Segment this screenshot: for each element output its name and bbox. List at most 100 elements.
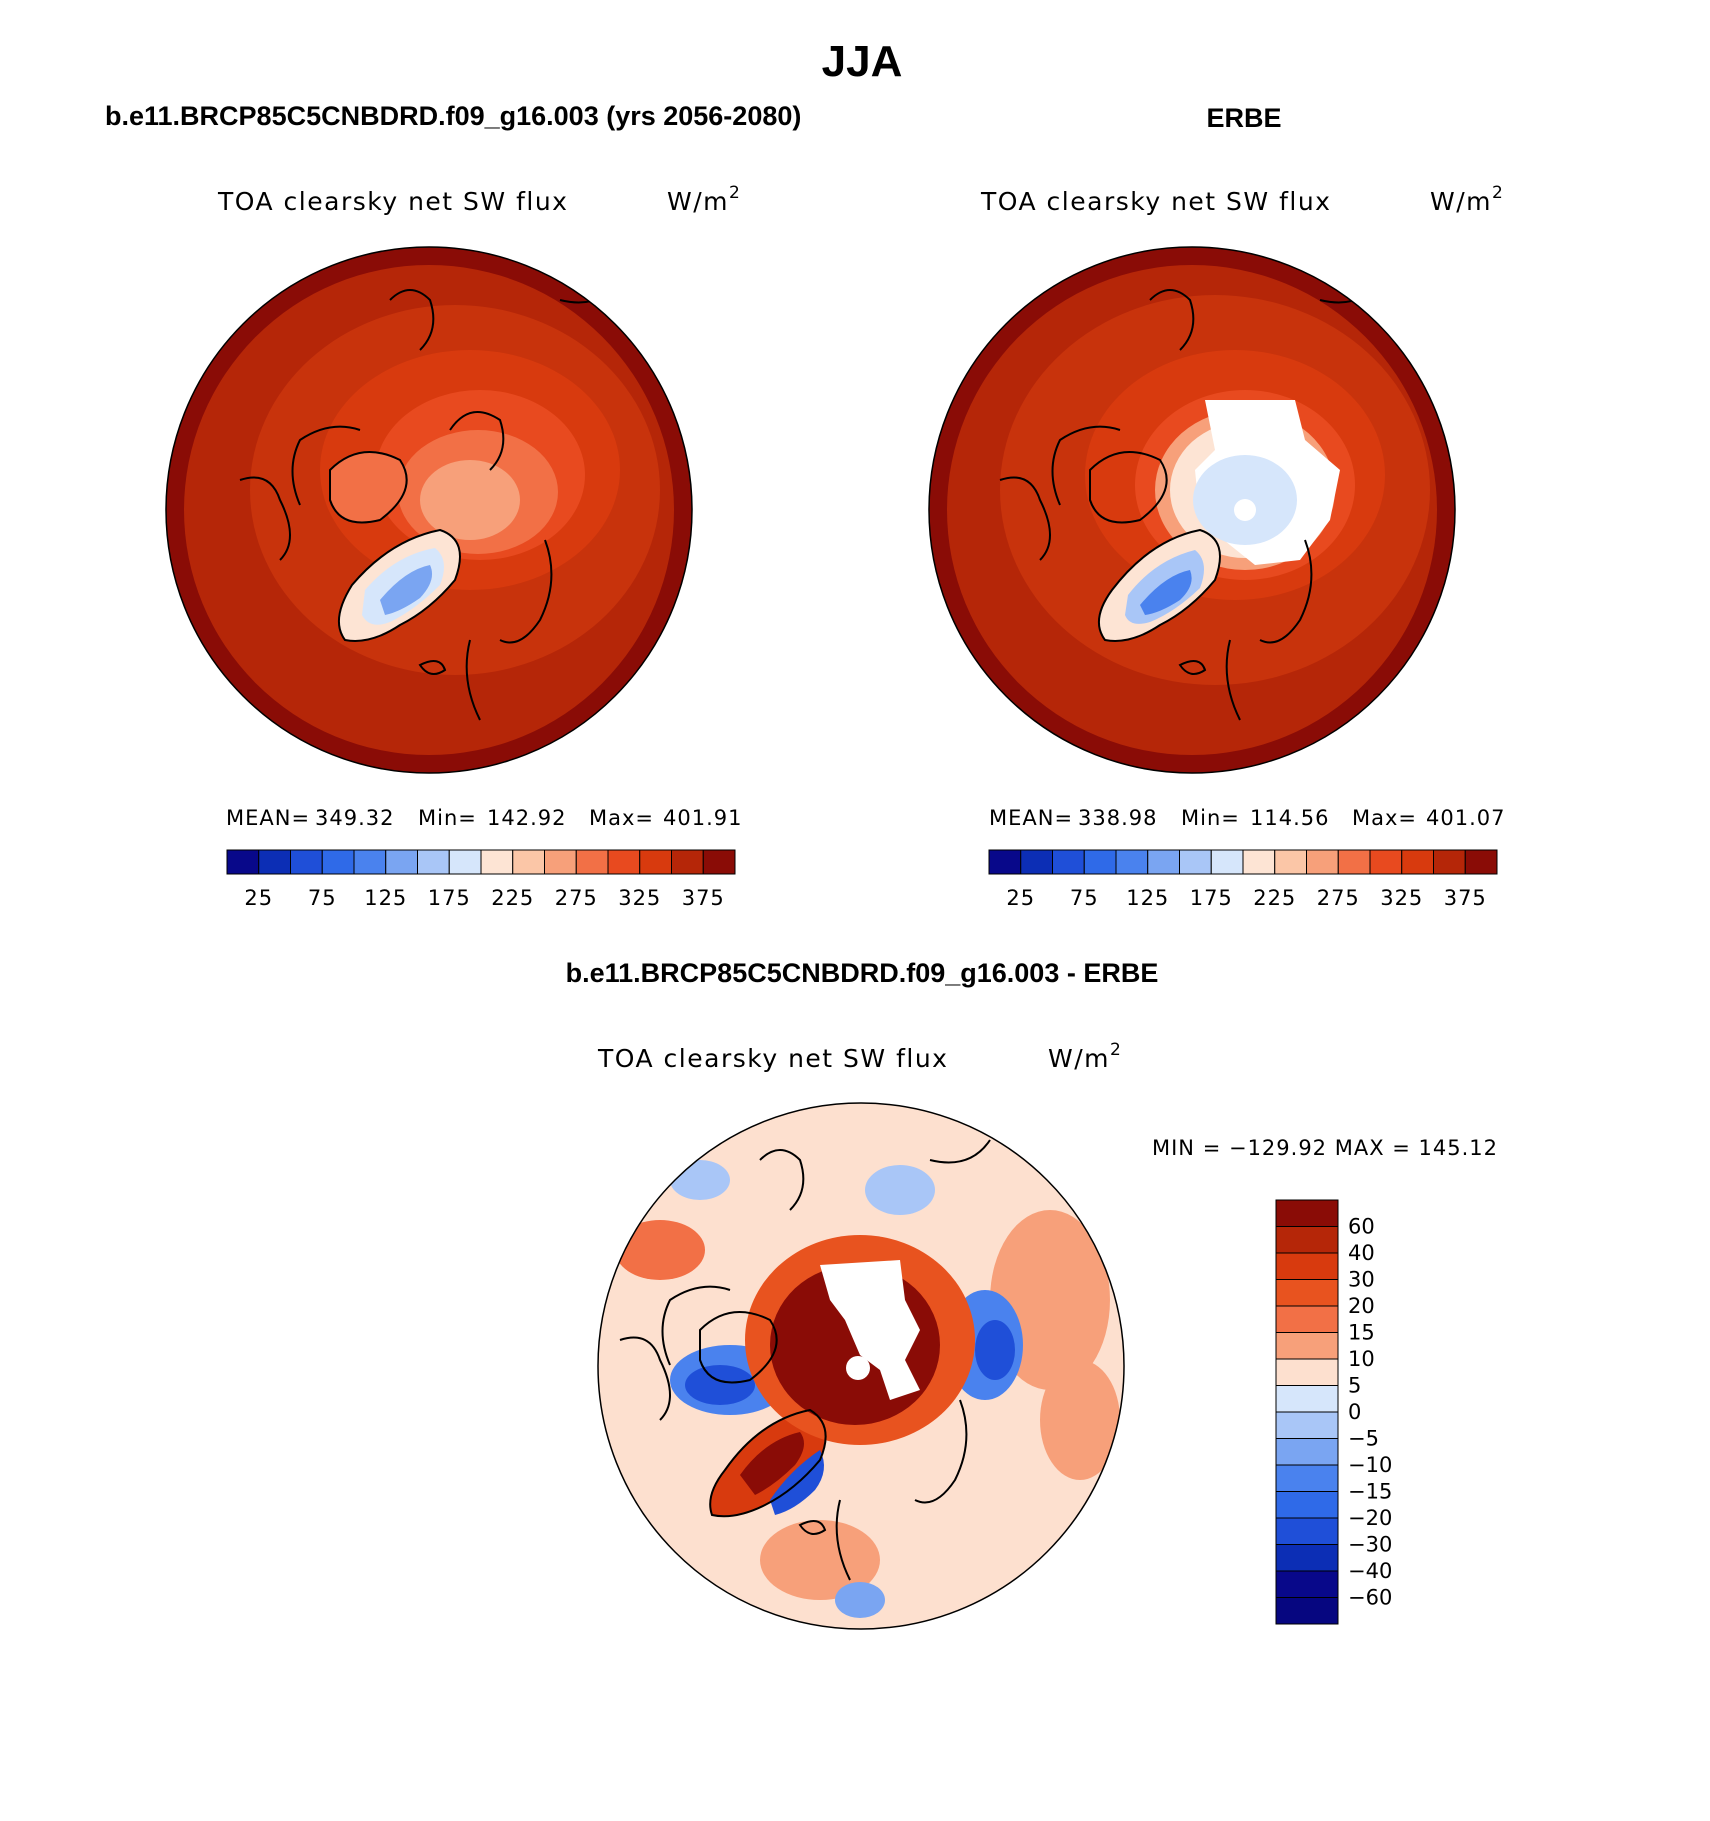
panel-model-subtitle: TOA clearsky net SW flux — [217, 187, 568, 216]
map-anomaly-neg-north — [865, 1165, 935, 1215]
map-missing-data — [820, 1260, 920, 1400]
panel-obs-units-base: W/m — [1430, 187, 1492, 216]
colorbar-swatch — [1275, 1464, 1339, 1492]
colorbar-swatch — [1115, 849, 1149, 875]
colorbar-swatch — [385, 849, 418, 875]
colorbar-swatch — [1275, 1199, 1339, 1227]
panel-obs-units-exp: 2 — [1492, 183, 1504, 203]
colorbar-swatch — [258, 849, 291, 875]
colorbar-tick-label: 60 — [1348, 1215, 1375, 1239]
panel-obs-units: W/m2 — [1430, 183, 1504, 216]
colorbar-swatch — [1275, 1597, 1339, 1625]
panel-obs: ERBE TOA clearsky net SW flux W/m2 MEAN=… — [928, 103, 1505, 910]
colorbar-tick-label: −15 — [1348, 1480, 1392, 1504]
colorbar-swatch — [1275, 1517, 1339, 1545]
colorbar-tick-label: 20 — [1348, 1294, 1375, 1318]
colorbar-tick-label: −5 — [1348, 1427, 1379, 1451]
map-pole-hole — [1234, 499, 1256, 521]
colorbar-tick-label: 375 — [682, 886, 725, 910]
colorbar-tick-label: −40 — [1348, 1559, 1392, 1583]
colorbar-swatch — [544, 849, 577, 875]
colorbar-tick-label: 75 — [308, 886, 337, 910]
colorbar-swatch — [353, 849, 387, 875]
colorbar-swatch — [448, 849, 482, 875]
map-boundary — [928, 246, 1456, 774]
stats-min-label: Min= — [1181, 806, 1240, 830]
colorbar-swatch — [1210, 849, 1244, 875]
colorbar-tick-label: 10 — [1348, 1347, 1375, 1371]
colorbar-swatch — [290, 849, 323, 875]
colorbar-tick-label: 375 — [1444, 886, 1487, 910]
map-zone-archipelago — [330, 452, 407, 523]
stats-max-value: 401.07 — [1426, 806, 1505, 830]
colorbar-swatch — [1052, 849, 1085, 875]
colorbar-swatch — [1275, 1252, 1339, 1280]
colorbar-swatch — [1275, 1570, 1339, 1598]
stats-min-value: 142.92 — [487, 806, 566, 830]
panel-diff-units-exp: 2 — [1110, 1040, 1122, 1060]
stats-max-label: Max= — [1352, 806, 1417, 830]
panel-diff-map — [598, 1103, 1124, 1629]
colorbar-swatch — [1275, 1358, 1339, 1386]
colorbar-tick-label: 325 — [1380, 886, 1423, 910]
colorbar-swatch — [1275, 1411, 1339, 1439]
stats-mean-label: MEAN= — [989, 806, 1073, 830]
panel-diff-subtitle: TOA clearsky net SW flux — [597, 1044, 948, 1073]
stats-max-label: Max= — [589, 806, 654, 830]
colorbar-tick-label: 25 — [1006, 886, 1035, 910]
colorbar-swatch — [417, 849, 450, 875]
colorbar-tick-label: 40 — [1348, 1241, 1375, 1265]
stats-mean-value: 349.32 — [315, 806, 394, 830]
colorbar-tick-label: −30 — [1348, 1533, 1392, 1557]
colorbar-swatch — [1275, 1385, 1339, 1413]
panel-diff-minmax: MIN = −129.92 MAX = 145.12 — [1152, 1136, 1498, 1160]
colorbar-tick-label: 75 — [1070, 886, 1099, 910]
panel-model-colorbar: 25 75 125 175 225 275 325 375 — [226, 849, 736, 910]
colorbar-swatch — [1083, 849, 1117, 875]
colorbar-swatch — [1337, 849, 1371, 875]
panel-model-units-exp: 2 — [729, 183, 741, 203]
colorbar-swatch — [988, 849, 1022, 875]
panel-model-units-base: W/m — [667, 187, 729, 216]
colorbar-tick-label: 225 — [1253, 886, 1296, 910]
figure-title: JJA — [822, 37, 903, 86]
colorbar-swatch — [1275, 1332, 1339, 1360]
map-anomaly-neg-canada-core — [685, 1365, 755, 1405]
colorbar-swatch — [1242, 849, 1276, 875]
colorbar-swatch — [1020, 849, 1053, 875]
panel-obs-map — [929, 247, 1455, 773]
colorbar-tick-label: 5 — [1348, 1374, 1361, 1398]
map-anomaly-greenland-core — [740, 1432, 804, 1495]
colorbar-swatch — [1275, 1438, 1339, 1466]
panel-diff-units-base: W/m — [1048, 1044, 1110, 1073]
colorbar-swatch — [1275, 1226, 1339, 1254]
panel-obs-header: ERBE — [1206, 103, 1281, 133]
colorbar-swatch — [671, 849, 704, 875]
stats-max-value: 401.91 — [663, 806, 742, 830]
colorbar-swatch — [1274, 849, 1307, 875]
colorbar-swatch — [639, 849, 672, 875]
map-greenland-core — [1140, 570, 1192, 615]
panel-model: b.e11.BRCP85C5CNBDRD.f09_g16.003 (yrs 20… — [105, 101, 801, 910]
map-boundary — [165, 246, 693, 774]
panel-diff-header: b.e11.BRCP85C5CNBDRD.f09_g16.003 - ERBE — [566, 958, 1159, 988]
panel-obs-colorbar: 25 75 125 175 225 275 325 375 — [988, 849, 1498, 910]
map-zone-pole — [420, 460, 520, 540]
colorbar-swatch — [1275, 1544, 1339, 1572]
colorbar-tick-label: 125 — [364, 886, 407, 910]
colorbar-swatch — [1369, 849, 1403, 875]
colorbar-tick-label: 25 — [244, 886, 273, 910]
colorbar-swatch — [321, 849, 355, 875]
map-greenland-core — [380, 565, 433, 615]
map-anomaly-neg-siberia-core — [975, 1320, 1015, 1380]
colorbar-swatch — [1275, 1305, 1339, 1333]
colorbar-tick-label: 175 — [1190, 886, 1233, 910]
colorbar-swatch — [512, 849, 545, 875]
colorbar-swatch — [1464, 849, 1498, 875]
colorbar-tick-label: 275 — [555, 886, 598, 910]
colorbar-swatch — [1306, 849, 1339, 875]
stats-mean-value: 338.98 — [1078, 806, 1157, 830]
colorbar-swatch — [1147, 849, 1180, 875]
colorbar-swatch — [226, 849, 260, 875]
colorbar-tick-label: −20 — [1348, 1506, 1392, 1530]
